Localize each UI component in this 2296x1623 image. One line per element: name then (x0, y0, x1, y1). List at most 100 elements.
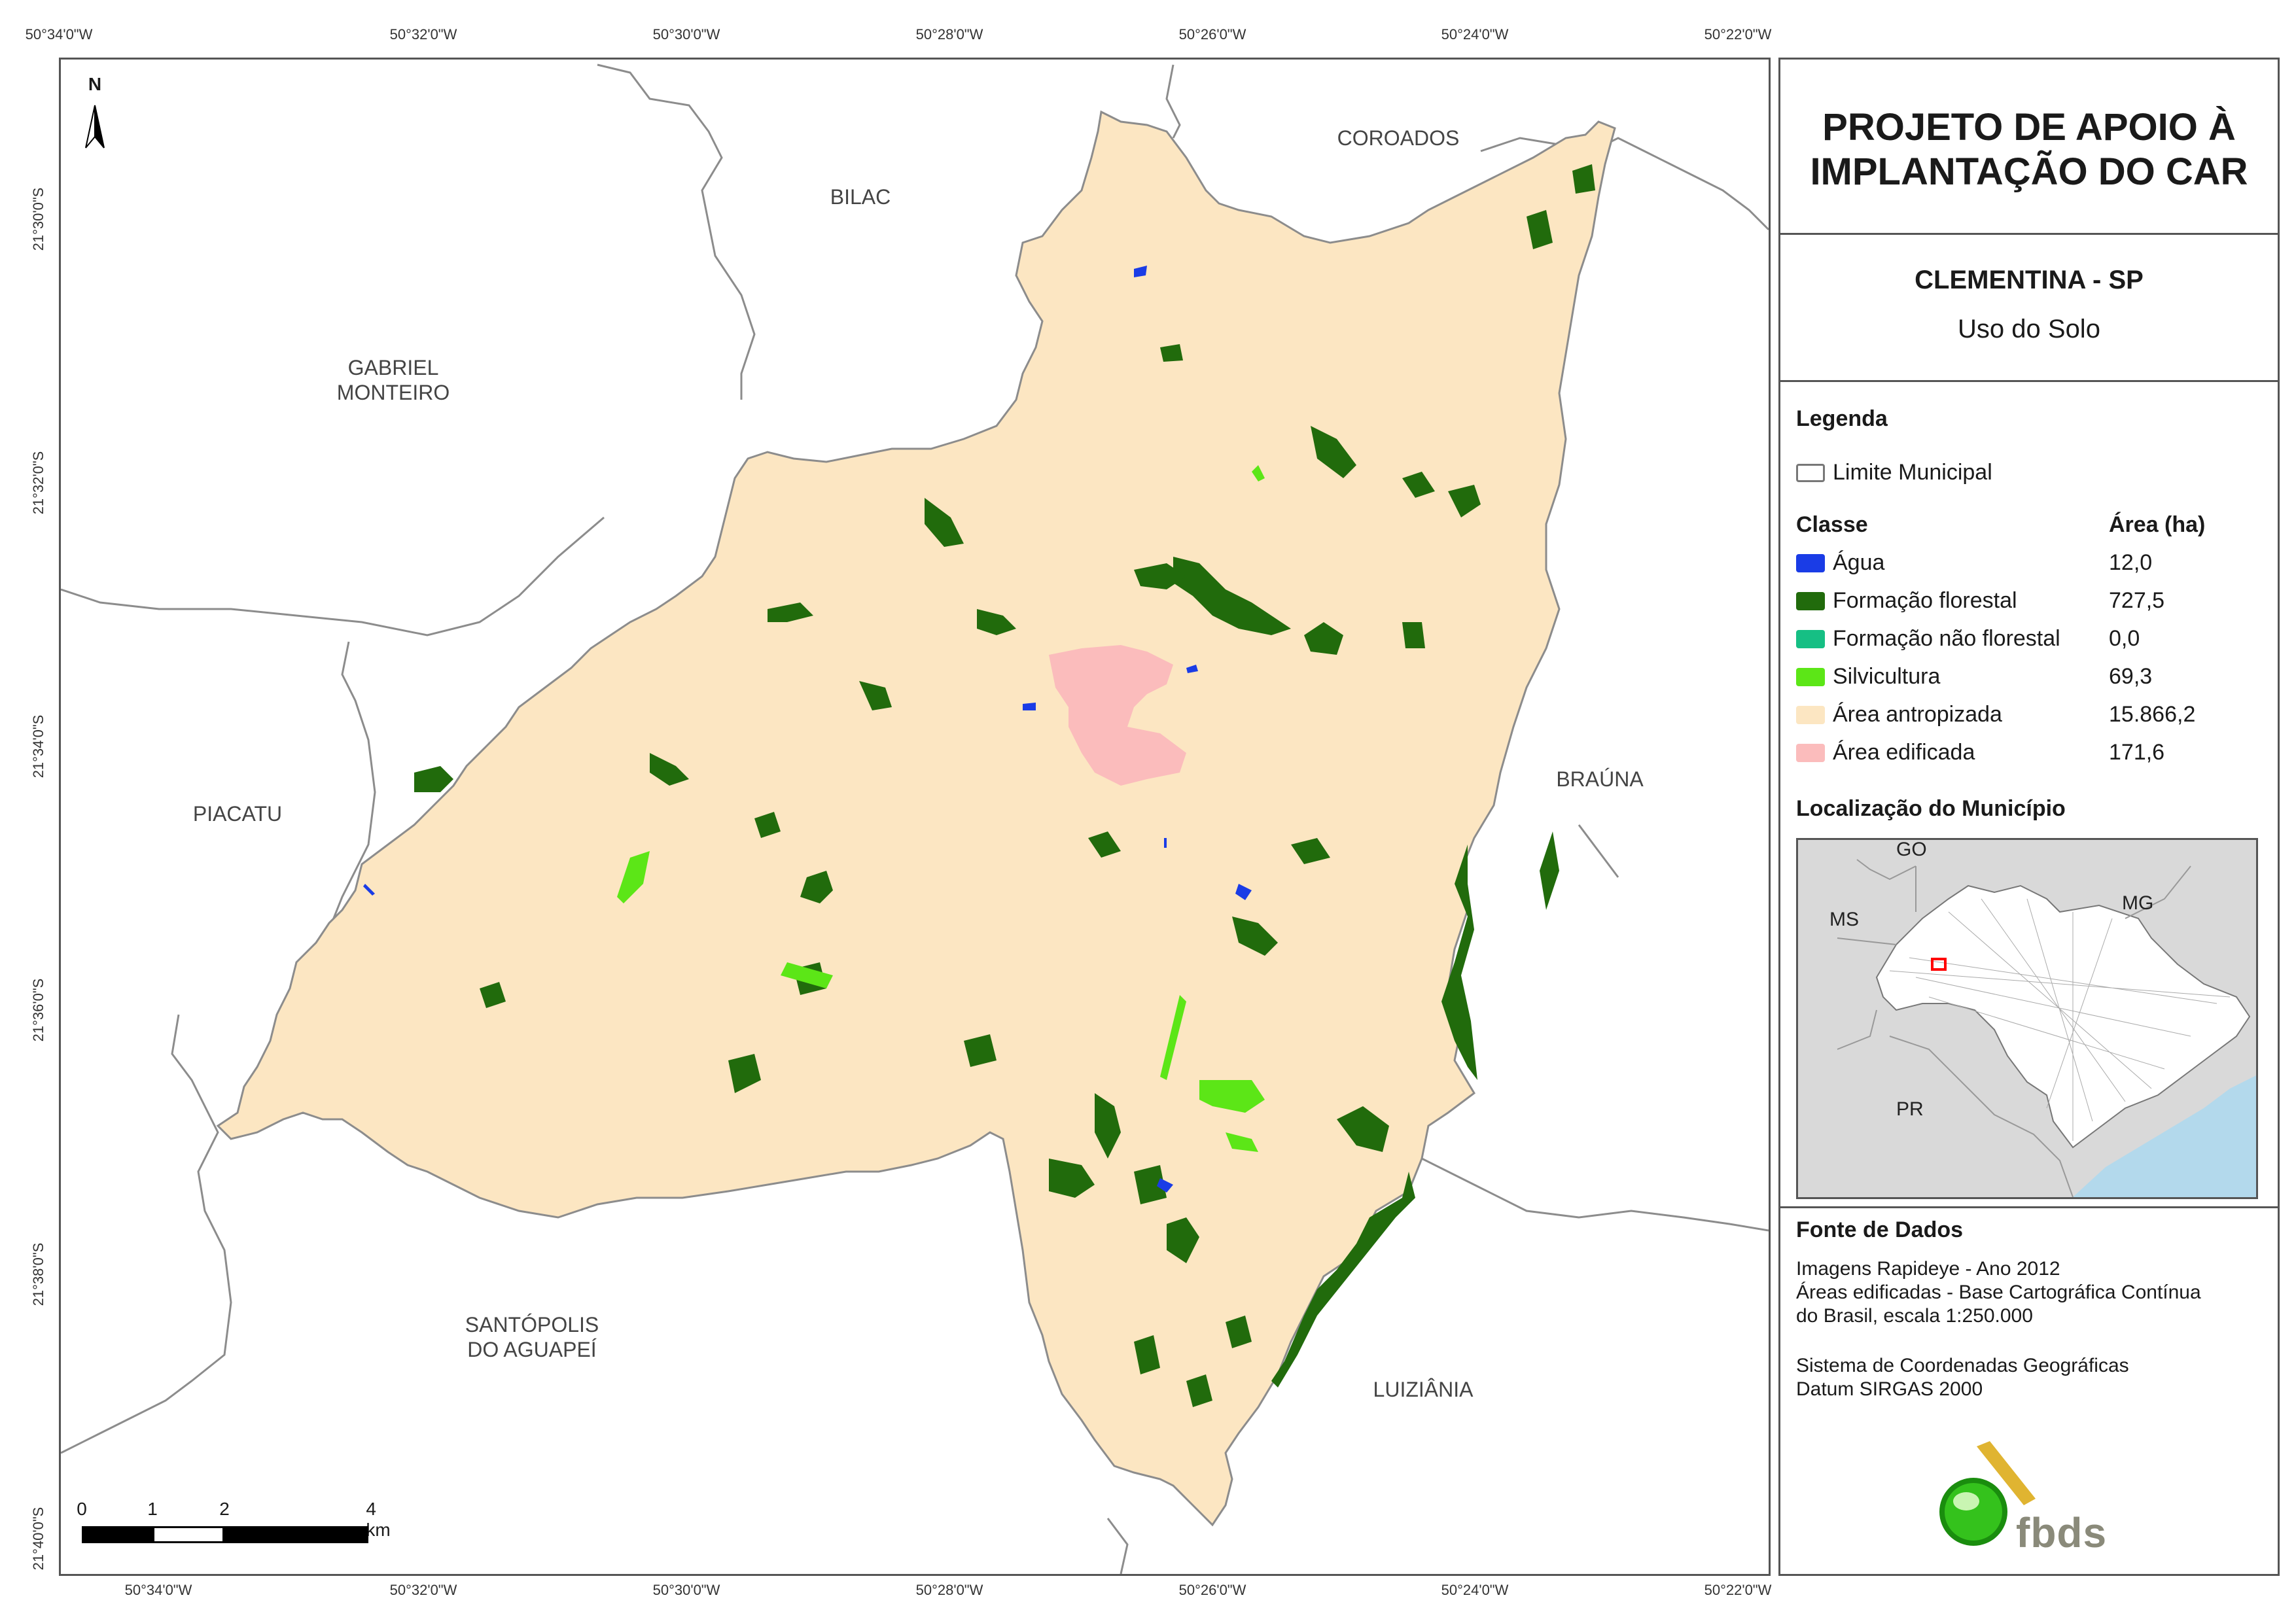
divider-1 (1780, 233, 2278, 235)
clementina-boundary (216, 110, 1616, 1527)
scale-bar: 0 1 2 4 km (77, 1499, 391, 1558)
limit-label: Limite Municipal (1833, 460, 1992, 485)
project-title: PROJETO DE APOIO À IMPLANTAÇÃO DO CAR (1780, 105, 2278, 194)
legend-row-antropizada: Área antropizada 15.866,2 (1796, 702, 2267, 728)
sao-paulo-state (1875, 884, 2251, 1149)
label-santopolis-line1: SANTÓPOLIS (465, 1313, 599, 1336)
coord-left-6: 21°40'0"S (30, 1507, 46, 1571)
fbds-logo-text: fbds (2016, 1509, 2108, 1556)
legend-area: 12,0 (2109, 550, 2153, 575)
scale-label-1: 1 (147, 1499, 158, 1519)
coord-top-3: 50°30'0"W (652, 26, 720, 43)
silviculture-patches (617, 465, 1265, 1152)
source-line-2: Áreas edificadas - Base Cartográfica Con… (1796, 1282, 2201, 1303)
scale-segment-3 (223, 1526, 368, 1543)
fbds-logo-icon (1939, 1441, 2036, 1546)
border-lines (1837, 859, 2191, 1197)
map-frame: N COROADOS BILAC GABRIEL MONTEIRO PIACAT… (59, 58, 1771, 1576)
coord-left-3: 21°34'0"S (30, 714, 46, 778)
north-arrow-icon (85, 105, 105, 148)
location-map-svg (1837, 859, 2256, 1197)
edificada-swatch (1796, 744, 1825, 762)
source-line-4: Sistema de Coordenadas Geográficas (1796, 1355, 2129, 1376)
coord-bottom-7: 50°22'0"W (1704, 1582, 1772, 1598)
antropizada-swatch (1796, 706, 1825, 724)
label-gabriel-monteiro: GABRIEL MONTEIRO (337, 355, 450, 405)
label-santopolis: SANTÓPOLIS DO AGUAPEÍ (465, 1312, 599, 1362)
source-line-3: do Brasil, escala 1:250.000 (1796, 1305, 2033, 1327)
location-map: GO MS MG PR (1796, 838, 2258, 1199)
coord-left-4: 21°36'0"S (30, 978, 46, 1042)
loc-label-go: GO (1896, 839, 1927, 860)
north-letter: N (88, 74, 102, 94)
scale-label-4: 4 km (366, 1499, 391, 1540)
class-heading: Classe (1796, 512, 1868, 537)
coord-bottom-1: 50°34'0"W (124, 1582, 192, 1598)
legend-label: Área edificada (1833, 740, 1975, 765)
coord-top-7: 50°22'0"W (1704, 26, 1772, 43)
label-gabriel-line2: MONTEIRO (336, 381, 450, 404)
coord-top-1: 50°34'0"W (25, 26, 93, 43)
scale-segment-1 (82, 1526, 154, 1543)
coord-bottom-2: 50°32'0"W (389, 1582, 457, 1598)
clementina-locator-icon (1931, 958, 1947, 971)
legend-label: Área antropizada (1833, 702, 2002, 727)
legend-area: 0,0 (2109, 626, 2140, 651)
scale-segment-2 (152, 1526, 224, 1543)
agua-swatch (1796, 554, 1825, 572)
coord-top-4: 50°28'0"W (915, 26, 983, 43)
legend-area: 171,6 (2109, 740, 2165, 765)
source-line-1: Imagens Rapideye - Ano 2012 (1796, 1258, 2060, 1280)
divider-2 (1780, 380, 2278, 382)
legend-label: Formação não florestal (1833, 626, 2060, 651)
coord-top-6: 50°24'0"W (1441, 26, 1509, 43)
legend-label: Formação florestal (1833, 588, 2017, 613)
loc-label-pr: PR (1896, 1098, 1924, 1120)
legend-area: 15.866,2 (2109, 702, 2196, 727)
source-line-5: Datum SIRGAS 2000 (1796, 1378, 1983, 1400)
legend-row-nao-florestal: Formação não florestal 0,0 (1796, 626, 2267, 652)
municipal-grid (1889, 898, 2231, 1141)
legend-area: 727,5 (2109, 588, 2165, 613)
urban-area (1049, 645, 1186, 786)
scale-label-2: 2 (219, 1499, 230, 1519)
project-title-line2: IMPLANTAÇÃO DO CAR (1810, 150, 2248, 193)
coord-bottom-3: 50°30'0"W (652, 1582, 720, 1598)
label-bilac: BILAC (830, 185, 891, 209)
coord-left-5: 21°38'0"S (30, 1242, 46, 1306)
coord-top-5: 50°26'0"W (1178, 26, 1246, 43)
map-theme: Uso do Solo (1958, 315, 2100, 343)
municipality-name: CLEMENTINA - SP (1915, 266, 2144, 294)
source-heading: Fonte de Dados (1796, 1217, 1964, 1242)
legend-row-edificada: Área edificada 171,6 (1796, 740, 2267, 766)
silvicultura-swatch (1796, 668, 1825, 686)
land-use-map (61, 63, 1769, 1574)
legend-heading: Legenda (1796, 406, 1888, 431)
legend-label: Silvicultura (1833, 664, 1941, 689)
scale-label-0: 0 (77, 1499, 87, 1519)
neighbor-boundaries (61, 63, 1769, 1574)
location-heading: Localização do Município (1796, 796, 2066, 821)
project-title-line1: PROJETO DE APOIO À (1822, 106, 2236, 148)
legend-label: Água (1833, 550, 1885, 575)
coord-left-1: 21°30'0"S (30, 187, 46, 251)
fbds-logo: fbds (1937, 1440, 2121, 1558)
coord-top-2: 50°32'0"W (389, 26, 457, 43)
label-brauna: BRAÚNA (1556, 767, 1644, 791)
label-santopolis-line2: DO AGUAPEÍ (467, 1338, 597, 1361)
legend-row-florestal: Formação florestal 727,5 (1796, 588, 2267, 614)
nao-florestal-swatch (1796, 630, 1825, 648)
area-heading: Área (ha) (2109, 512, 2206, 537)
label-luiziania: LUIZIÂNIA (1373, 1378, 1474, 1401)
label-piacatu: PIACATU (192, 802, 283, 826)
florestal-swatch (1796, 592, 1825, 610)
legend-area: 69,3 (2109, 664, 2153, 689)
loc-label-mg: MG (2122, 892, 2154, 914)
coord-bottom-6: 50°24'0"W (1441, 1582, 1509, 1598)
label-coroados: COROADOS (1337, 126, 1460, 150)
limit-swatch (1796, 464, 1825, 482)
legend-panel: PROJETO DE APOIO À IMPLANTAÇÃO DO CAR CL… (1778, 58, 2280, 1576)
label-gabriel-line1: GABRIEL (347, 356, 439, 379)
ocean (2073, 1075, 2256, 1197)
coord-bottom-4: 50°28'0"W (915, 1582, 983, 1598)
